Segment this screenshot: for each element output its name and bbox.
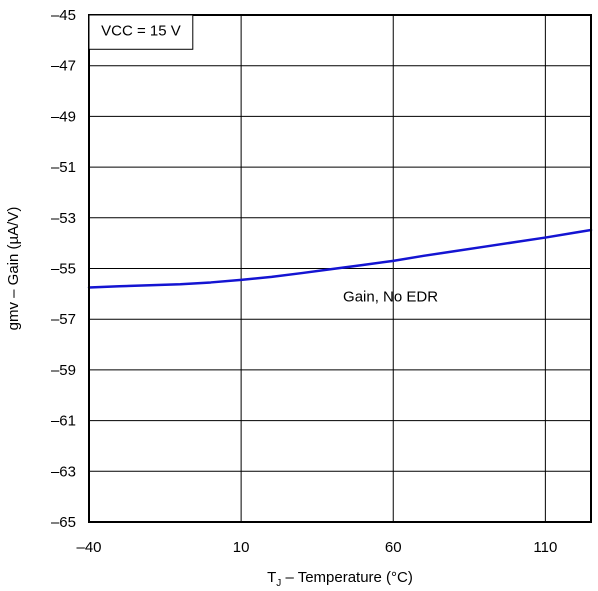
y-tick-label: –55 (51, 261, 76, 278)
condition-label-box (88, 14, 194, 50)
x-tick-label: 60 (385, 539, 402, 556)
y-tick-label: –51 (51, 159, 76, 176)
y-tick-label: –45 (51, 7, 76, 24)
plot-area-frame (88, 14, 592, 523)
y-tick-label: –59 (51, 362, 76, 379)
y-tick-label: –53 (51, 210, 76, 227)
series-line-0 (87, 228, 593, 289)
series-lines (87, 228, 593, 289)
x-axis-label-main: T (267, 569, 276, 586)
condition-label: VCC = 15 V (101, 22, 181, 39)
y-tick-label: –65 (51, 514, 76, 531)
axis-ticks: –40 10 60 110 –45 –47 –49 –51 –53 –55 –57 –59 –61 –63… (51, 7, 557, 556)
x-axis-label: TJ – Temperature (°C) (267, 569, 413, 589)
x-tick-label: 10 (233, 539, 250, 556)
y-axis-label: gmv – Gain (µA/V) (5, 207, 22, 331)
y-tick-label: –57 (51, 311, 76, 328)
x-axis-label-subscript: J (276, 578, 281, 589)
x-axis-label-rest: – Temperature (°C) (281, 569, 413, 586)
y-tick-label: –61 (51, 413, 76, 430)
y-tick-label: –63 (51, 463, 76, 480)
annotations: VCC = 15 V Gain, No EDR (88, 14, 438, 305)
x-tick-label: 110 (533, 539, 557, 556)
x-tick-label: –40 (76, 539, 101, 556)
y-tick-label: –49 (51, 108, 76, 125)
grid-lines (89, 15, 591, 522)
y-tick-label: –47 (51, 58, 76, 75)
series-label: Gain, No EDR (343, 288, 438, 305)
